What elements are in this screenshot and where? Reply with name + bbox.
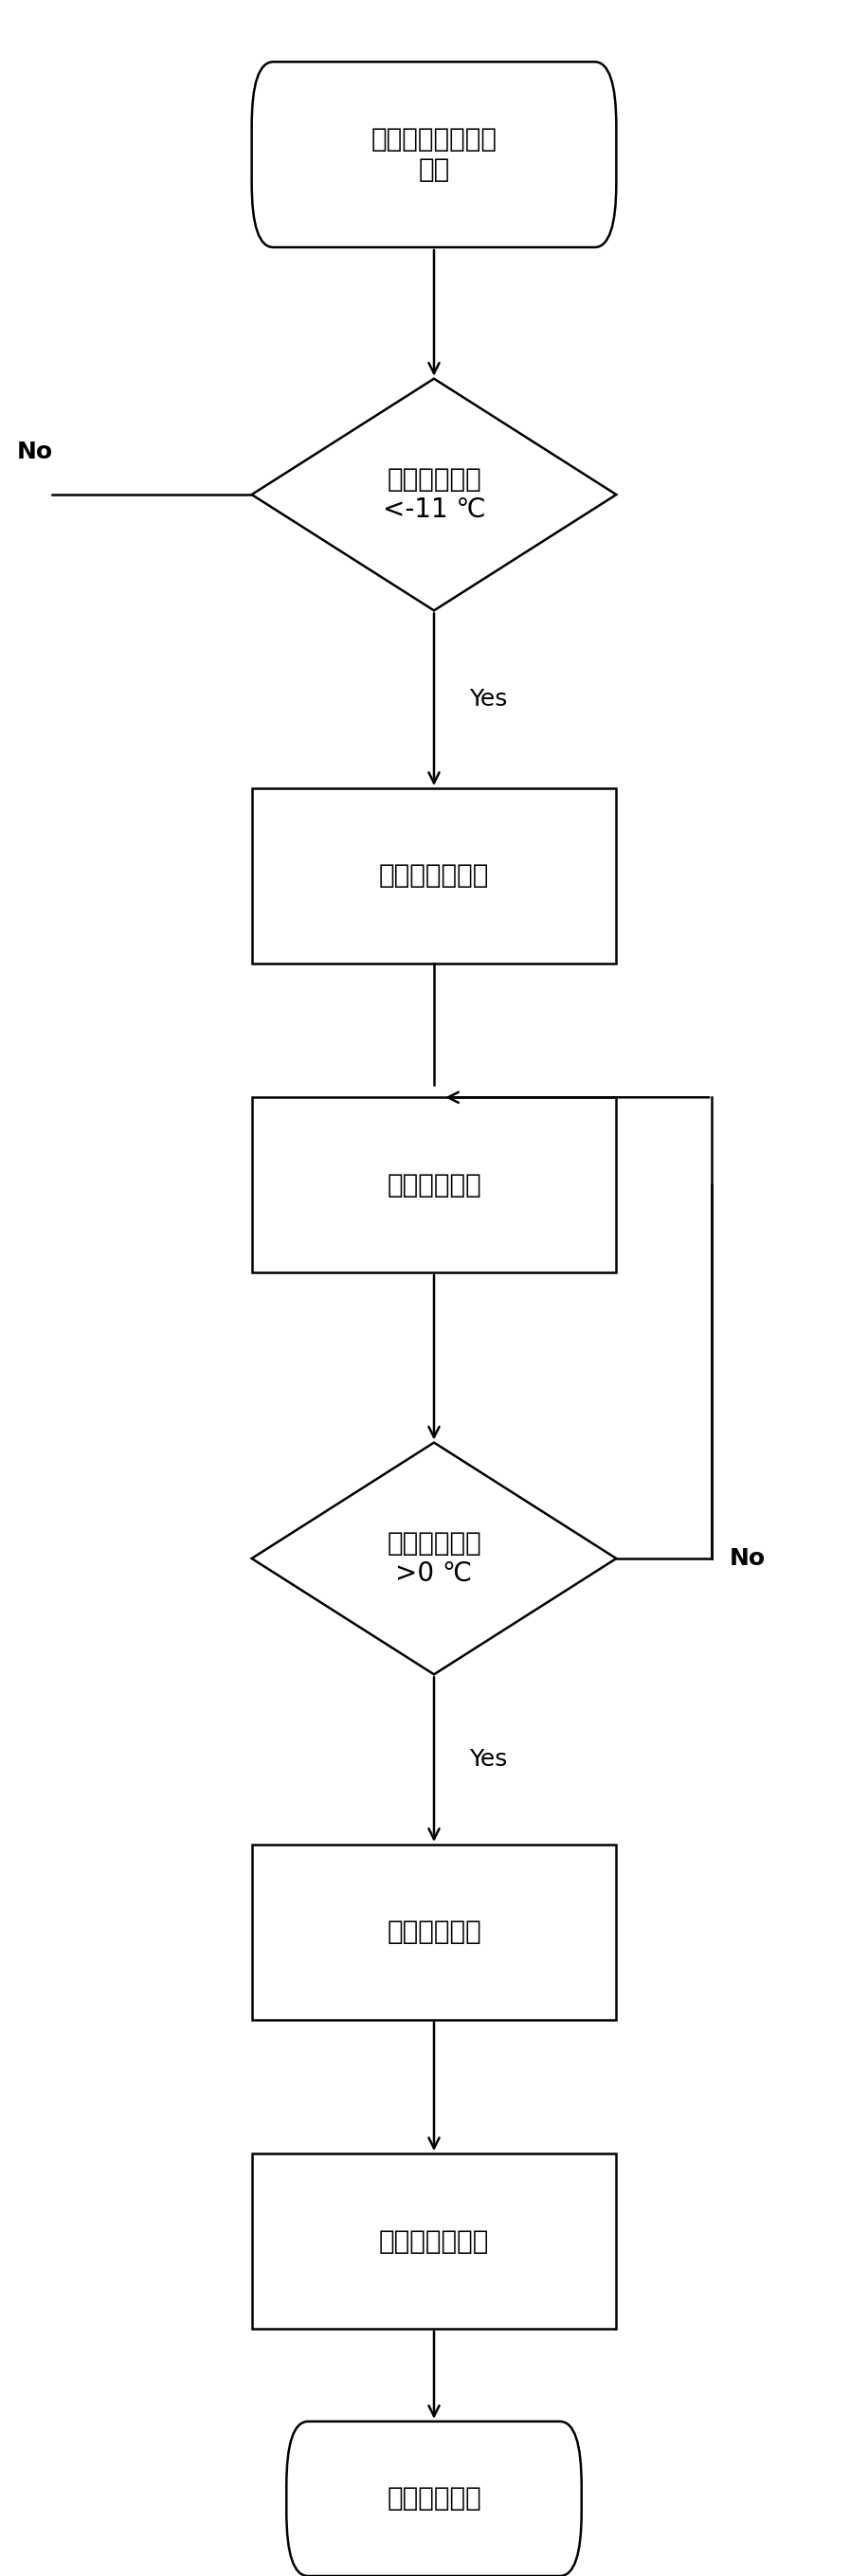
Text: Yes: Yes [469, 688, 507, 711]
Polygon shape [252, 379, 616, 611]
FancyBboxPatch shape [252, 2154, 616, 2329]
Text: 尿素罐加热完成: 尿素罐加热完成 [378, 2228, 490, 2254]
FancyBboxPatch shape [286, 2421, 582, 2576]
Text: 加热水阀开启: 加热水阀开启 [387, 1172, 481, 1198]
Text: No: No [729, 1548, 766, 1569]
FancyBboxPatch shape [252, 788, 616, 963]
Text: 尿素罐温度传感器
自检: 尿素罐温度传感器 自检 [371, 126, 497, 183]
Text: 尿素溶液温度
<-11 ℃: 尿素溶液温度 <-11 ℃ [383, 466, 485, 523]
FancyBboxPatch shape [252, 1844, 616, 2020]
FancyBboxPatch shape [252, 1097, 616, 1273]
FancyBboxPatch shape [252, 62, 616, 247]
Text: 尿素溶液温度
>0 ℃: 尿素溶液温度 >0 ℃ [387, 1530, 481, 1587]
Text: Yes: Yes [469, 1749, 507, 1770]
Text: 加热水阀关闭: 加热水阀关闭 [387, 1919, 481, 1945]
Text: 尿素罐需要加热: 尿素罐需要加热 [378, 863, 490, 889]
Text: 系统加热完成: 系统加热完成 [387, 2486, 481, 2512]
Text: No: No [16, 440, 53, 464]
Polygon shape [252, 1443, 616, 1674]
